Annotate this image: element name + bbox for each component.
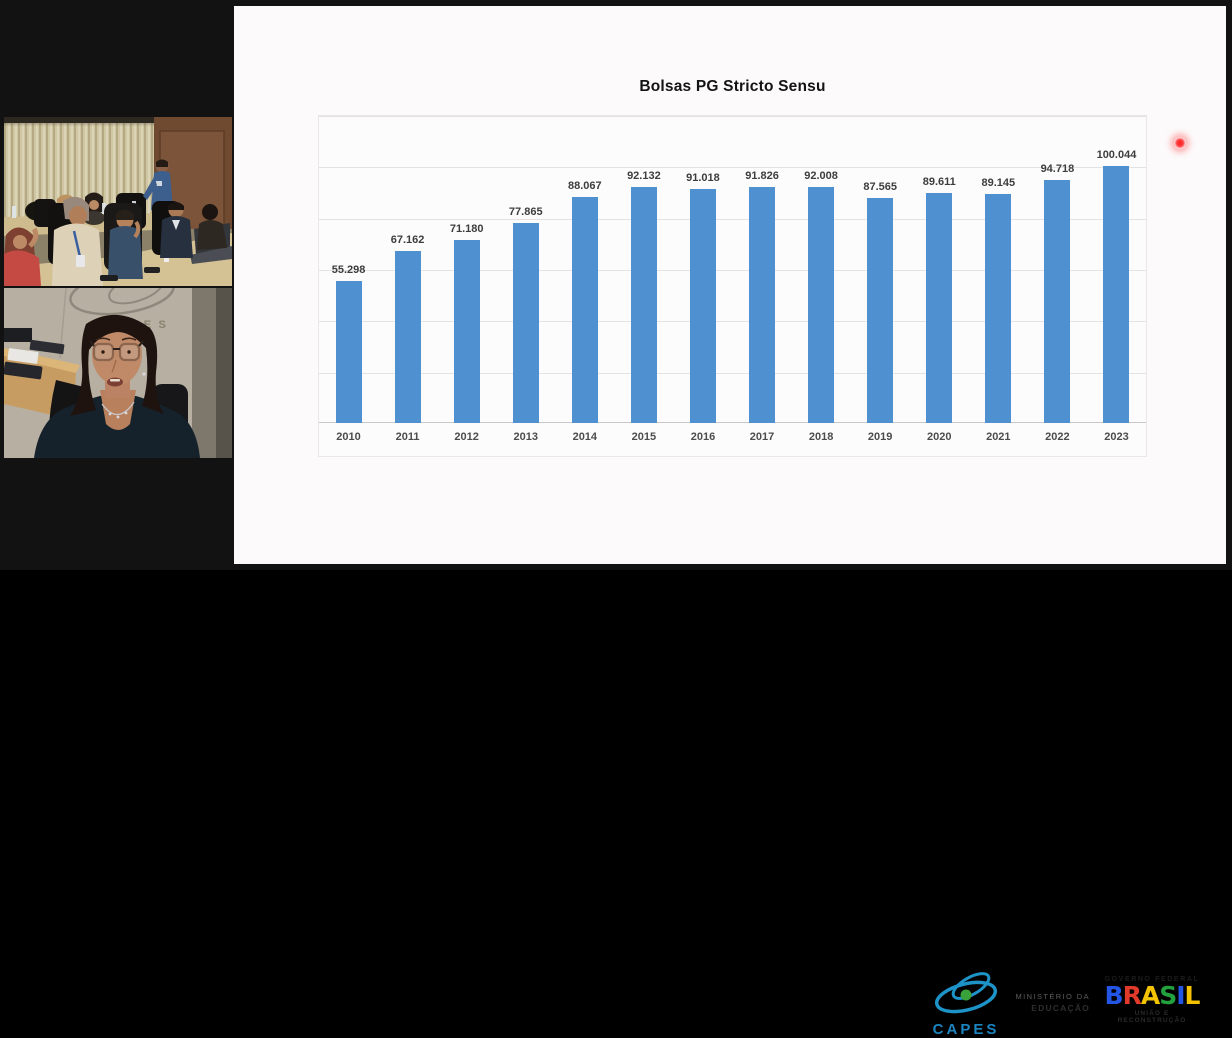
brasil-letter-A: A [1140,981,1160,1010]
value-label-2020: 89.611 [922,176,956,188]
gridline-100000 [319,167,1146,169]
bar-2018 [808,186,835,423]
year-label-2014: 2014 [572,431,598,443]
bar-2013 [512,223,539,423]
chart-plot-area: 55.298 2010 67.162 2011 71.180 2012 77.865 2013… [319,116,1146,443]
presenter-scene: CAPES [4,288,232,458]
value-label-2023: 100.044 [1096,149,1137,162]
year-label-2023: 2023 [1104,431,1129,443]
phone [100,275,118,281]
value-label-2018: 92.008 [804,169,838,182]
bar-2022 [1044,179,1071,423]
presentation-slide: Bolsas PG Stricto Sensu 55.298 2010 67.162… [234,6,1226,1038]
bar-chart: 55.298 2010 67.162 2011 71.180 2012 77.865 2013… [318,115,1147,457]
capes-orbit-icon [934,972,998,1014]
bar-2021 [985,194,1012,423]
year-label-2010: 2010 [336,431,361,443]
bar-2017 [749,187,776,423]
bar-2015 [630,186,657,423]
participant-right [197,204,227,250]
bar-2010 [335,281,362,423]
gridline-60000 [319,270,1146,271]
brasil-letter-B: B [1104,981,1124,1010]
slide-footer: CAPES MINISTÉRIO DA EDUCAÇÃO GOVERNO FED… [234,484,1226,1038]
participant-suit [152,201,193,258]
capes-wordmark: CAPES [932,1021,1000,1038]
necklace [101,401,135,416]
year-label-2019: 2019 [867,431,893,443]
bar-2012 [453,240,480,423]
value-label-2015: 92.132 [627,169,661,182]
ministry-logo: MINISTÉRIO DA EDUCAÇÃO [1000,992,1090,1013]
value-label-2021: 89.145 [981,177,1016,190]
bar-2014 [571,196,598,423]
brasil-letter-R: R [1122,981,1142,1010]
year-label-2022: 2022 [1045,431,1070,443]
year-label-2011: 2011 [395,431,420,443]
chart-title: Bolsas PG Stricto Sensu [639,78,826,95]
presenter-person [34,314,200,458]
gov-bottom-text: UNIÃO E RECONSTRUÇÃO [1117,1010,1187,1024]
bar-2019 [867,198,894,423]
brasil-letter-S: S [1159,981,1177,1010]
brasil-wordmark: BRASIL [1100,983,1204,1009]
meeting-room-scene [4,117,232,286]
earring [142,372,146,376]
ministry-line2: EDUCAÇÃO [1031,1003,1090,1013]
bar-2020 [926,193,953,423]
video-feed-meeting-room[interactable] [4,117,232,286]
standing-person [143,159,173,210]
bar-2016 [689,189,716,423]
year-label-2018: 2018 [808,431,834,443]
gridline-20000 [319,372,1146,374]
capes-logo: CAPES [920,970,1012,1038]
ministry-line1: MINISTÉRIO DA [1015,992,1090,1001]
value-label-2013: 77.865 [508,206,543,219]
value-label-2022: 94.718 [1040,162,1075,175]
brasil-letter-L: L [1184,981,1201,1010]
value-label-2011: 67.162 [390,233,425,246]
laser-pointer-dot [1174,137,1186,149]
governo-federal-logo: GOVERNO FEDERAL BRASIL UNIÃO E RECONSTRU… [1100,976,1204,1024]
gridline-80000 [319,218,1146,220]
gridline-120000 [319,116,1146,117]
year-label-2020: 2020 [927,431,952,443]
gridline-40000 [319,321,1146,323]
participant-red [4,227,41,286]
value-label-2019: 87.565 [863,181,897,194]
participant-gray-hair [48,196,103,286]
value-label-2016: 91.018 [686,172,720,185]
video-feed-presenter[interactable]: CAPES [4,288,232,458]
year-label-2012: 2012 [454,431,479,443]
phone [144,267,160,273]
value-label-2010: 55.298 [331,264,366,277]
bar-2011 [394,250,421,423]
brasil-letter-I: I [1176,981,1185,1010]
year-label-2017: 2017 [749,431,775,443]
year-label-2021: 2021 [986,431,1011,443]
participant-center [104,203,143,279]
year-label-2013: 2013 [513,431,538,443]
bar-2023 [1103,166,1130,423]
x-axis-line [319,422,1146,423]
year-label-2016: 2016 [690,431,716,443]
year-label-2015: 2015 [631,431,657,443]
value-label-2014: 88.067 [567,179,602,192]
value-label-2012: 71.180 [449,223,484,236]
value-label-2017: 91.826 [745,170,779,183]
